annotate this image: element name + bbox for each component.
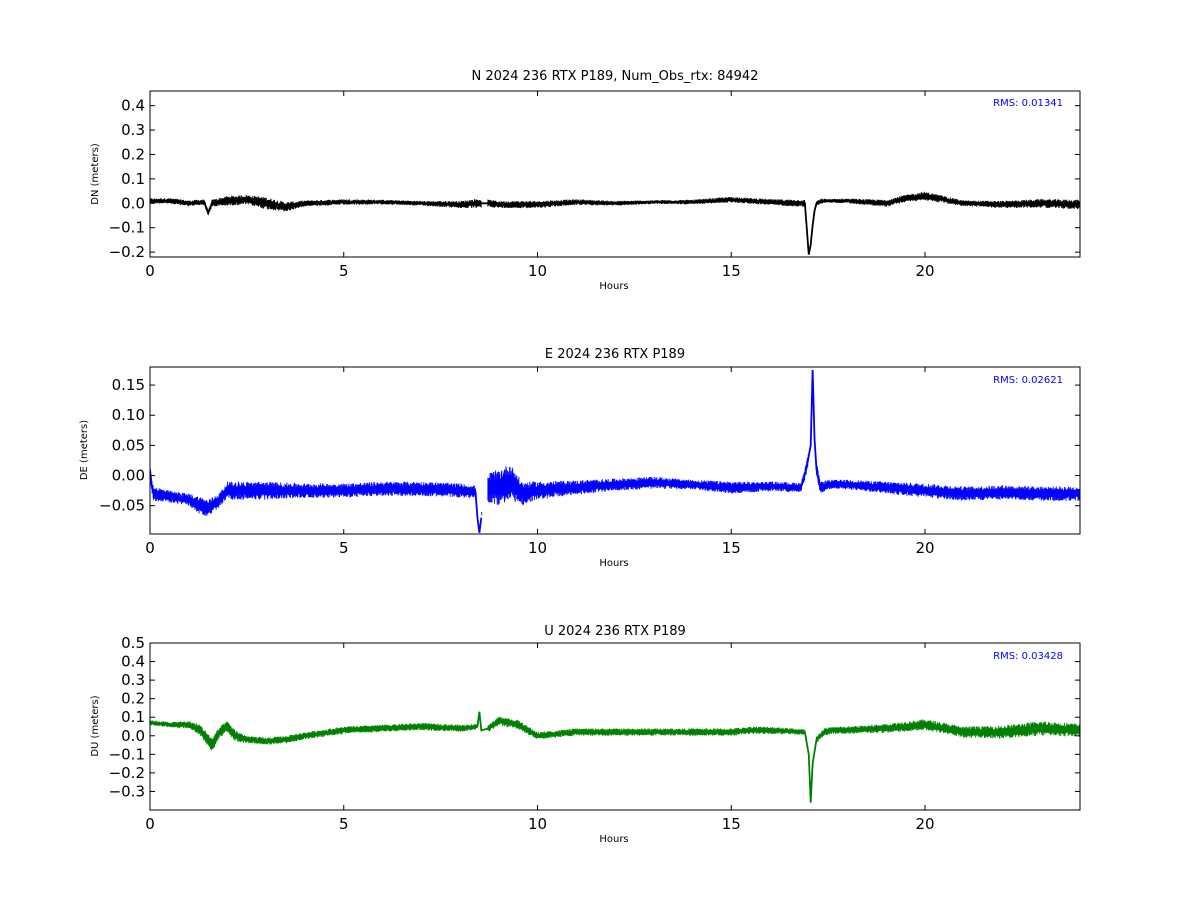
x-tick-label: 5 [339, 262, 349, 280]
panel-north: N 2024 236 RTX P189, Num_Obs_rtx: 84942 … [90, 69, 1081, 292]
panel-title: U 2024 236 RTX P189 [544, 624, 686, 639]
y-tick-label: 0.15 [112, 376, 145, 394]
y-tick-label: 0.0 [121, 727, 145, 745]
y-tick-label: 0.4 [121, 653, 145, 671]
y-tick-label: 0.05 [112, 436, 145, 454]
x-tick-label: 15 [722, 815, 741, 833]
y-axis-label: DU (meters) [90, 695, 101, 756]
series-line [150, 369, 1080, 533]
y-tick-label: 0.10 [112, 406, 145, 424]
axes-frame [149, 366, 1081, 535]
y-tick-label: 0.2 [121, 690, 145, 708]
x-axis-label: Hours [599, 834, 628, 845]
series-line [150, 195, 1080, 255]
panel-east: E 2024 236 RTX P189 DE (meters) Hours RM… [79, 347, 1081, 569]
y-tick-label: −0.2 [109, 764, 145, 782]
x-tick-label: 0 [145, 539, 155, 557]
x-tick-label: 10 [528, 815, 547, 833]
x-tick-label: 10 [528, 262, 547, 280]
x-axis-label: Hours [599, 558, 628, 569]
rms-label: RMS: 0.01341 [993, 98, 1063, 109]
x-tick-label: 5 [339, 815, 349, 833]
y-tick-label: −0.1 [109, 745, 145, 763]
y-tick-label: 0.5 [121, 634, 145, 652]
y-tick-label: −0.2 [109, 243, 145, 261]
y-tick-label: 0.4 [121, 97, 145, 115]
x-tick-label: 20 [915, 815, 934, 833]
series-trace [150, 711, 1080, 803]
x-tick-label: 10 [528, 539, 547, 557]
rms-label: RMS: 0.03428 [993, 651, 1063, 662]
plot-area: 0 5 10 15 20 −0.3−0.2−0.10.00.10.20.30.40.5 [109, 634, 1080, 833]
x-tick-label: 20 [915, 262, 934, 280]
axes-frame [149, 90, 1081, 258]
x-tick-label: 0 [145, 815, 155, 833]
y-tick-label: −0.05 [99, 497, 145, 515]
y-axis-label: DE (meters) [79, 420, 90, 480]
y-tick-label: 0.00 [112, 467, 145, 485]
panel-title: N 2024 236 RTX P189, Num_Obs_rtx: 84942 [472, 69, 759, 84]
axes-frame [149, 642, 1081, 811]
series-trace [150, 191, 1080, 255]
y-tick-label: 0.0 [121, 194, 145, 212]
y-tick-label: 0.1 [121, 170, 145, 188]
y-tick-label: 0.2 [121, 145, 145, 163]
x-tick-label: 15 [722, 262, 741, 280]
y-tick-label: 0.1 [121, 708, 145, 726]
plot-area: 0 5 10 15 20 −0.05 0.00 0.05 0.10 0.15 [99, 367, 1080, 557]
y-tick-label: 0.3 [121, 671, 145, 689]
plot-area: 0 5 10 15 20 −0.2 −0.1 0.0 0.1 0.2 0.3 0.4 [109, 91, 1080, 280]
x-tick-label: 5 [339, 539, 349, 557]
y-tick-label: −0.3 [109, 782, 145, 800]
panel-up: U 2024 236 RTX P189 DU (meters) Hours RM… [90, 624, 1081, 845]
x-tick-label: 20 [915, 539, 934, 557]
x-tick-label: 15 [722, 539, 741, 557]
series-line [150, 711, 1080, 803]
y-tick-label: −0.1 [109, 219, 145, 237]
x-tick-label: 0 [145, 262, 155, 280]
y-tick-label: 0.3 [121, 121, 145, 139]
series-trace [150, 369, 1080, 533]
x-axis-label: Hours [599, 281, 628, 292]
y-axis-label: DN (meters) [90, 143, 101, 205]
rms-label: RMS: 0.02621 [993, 375, 1063, 386]
panel-title: E 2024 236 RTX P189 [545, 347, 685, 362]
